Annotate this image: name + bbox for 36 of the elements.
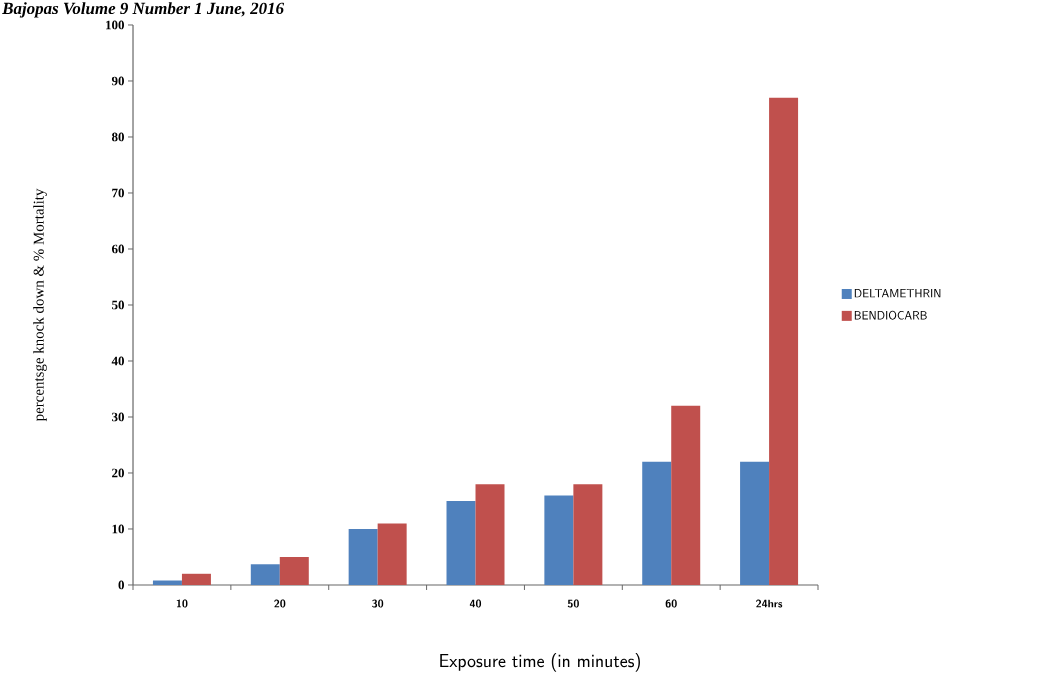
- x-axis-title: Exposure time (in minutes): [440, 652, 640, 672]
- bar: [279, 556, 309, 585]
- bar: [740, 461, 770, 585]
- y-tick-label: 70: [112, 188, 124, 198]
- bar: [377, 523, 407, 585]
- x-tick-label: 10: [176, 599, 188, 608]
- y-tick-label: 0: [118, 580, 124, 590]
- y-axis-title: percentsge knock down & % Mortality: [33, 188, 47, 422]
- x-tick-label: 50: [567, 599, 579, 608]
- bar: [181, 573, 211, 585]
- x-tick-label: 20: [274, 599, 286, 608]
- x-tick-label: 60: [665, 599, 677, 608]
- x-tick-label: 40: [469, 599, 482, 608]
- bar: [348, 528, 378, 585]
- y-tick-label: 40: [111, 356, 124, 366]
- bar: [642, 461, 672, 585]
- y-tick-label: 30: [112, 412, 124, 422]
- y-tick-label: 50: [112, 300, 124, 310]
- bar: [573, 484, 603, 585]
- bar: [475, 484, 505, 585]
- text: Bajopas Volume 9 Number 1 June, 2016: [2, 2, 285, 18]
- bar: [250, 564, 280, 585]
- bar: [544, 495, 574, 585]
- y-tick-label: 10: [112, 524, 124, 534]
- legend-label: BENDIOCARB: [854, 310, 927, 320]
- bar: [671, 405, 701, 585]
- bar: [769, 97, 799, 585]
- y-tick-label: 20: [112, 468, 124, 478]
- bar: [446, 500, 476, 585]
- y-tick-label: 80: [111, 132, 124, 142]
- y-tick-label: 90: [111, 76, 124, 86]
- y-tick-label: 60: [111, 244, 124, 254]
- x-tick-label: 24hrs: [756, 599, 783, 608]
- y-tick-label: 100: [106, 20, 124, 30]
- x-tick-label: 30: [372, 599, 384, 608]
- legend-label: DELTAMETHRIN: [854, 289, 941, 298]
